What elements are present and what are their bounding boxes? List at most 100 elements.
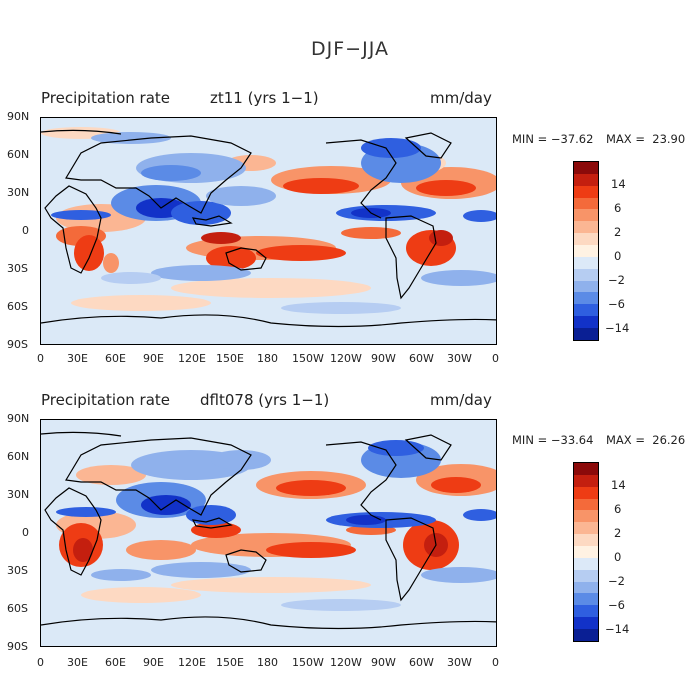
panel2-colorbar-label: −2 [608, 574, 625, 588]
panel1-lat-label: 60S [7, 300, 28, 313]
colorbar-swatch [574, 569, 598, 582]
panel1-lon-label: 0 [37, 352, 44, 365]
panel1-lon-label: 60W [409, 352, 434, 365]
colorbar-swatch [574, 629, 598, 641]
colorbar-swatch [574, 233, 598, 246]
panel1-map-field [41, 118, 496, 344]
panel2-positive-anomalies [56, 464, 496, 603]
colorbar-swatch [574, 617, 598, 630]
colorbar-swatch [574, 280, 598, 293]
panel2-case: dflt078 (yrs 1−1) [200, 391, 330, 409]
panel1-lat-label: 90N [7, 110, 30, 123]
panel1-colorbar-label: −2 [608, 273, 625, 287]
panel1-lon-label: 60E [105, 352, 126, 365]
panel2-lon-label: 180 [257, 656, 278, 669]
colorbar-swatch [574, 593, 598, 606]
figure-title: DJF−JJA [311, 38, 389, 60]
panel2-colorbar-label: −6 [608, 598, 625, 612]
panel2-colorbar-label: 14 [611, 478, 626, 492]
colorbar-swatch [574, 245, 598, 257]
panel2-min-label: MIN = −33.64 [512, 433, 594, 447]
panel1-lon-label: 120E [178, 352, 206, 365]
colorbar-swatch [574, 221, 598, 234]
panel1-map [40, 117, 497, 345]
colorbar-swatch [574, 546, 598, 558]
panel2-lon-label: 150W [292, 656, 324, 669]
colorbar-swatch [574, 605, 598, 618]
panel2-lat-label: 60S [7, 602, 28, 615]
colorbar-swatch [574, 209, 598, 222]
colorbar-swatch [574, 197, 598, 210]
panel2-lon-label: 120W [330, 656, 362, 669]
panel1-colorbar-label: 2 [614, 225, 622, 239]
panel1-lon-label: 120W [330, 352, 362, 365]
colorbar-swatch [574, 173, 598, 186]
panel2-lat-label: 0 [22, 526, 29, 539]
panel2-colorbar-label: 6 [614, 502, 622, 516]
panel1-colorbar-label: 0 [614, 249, 622, 263]
panel2-lat-label: 30S [7, 564, 28, 577]
colorbar-swatch [574, 581, 598, 594]
panel2-map-field [41, 420, 496, 646]
colorbar-swatch [574, 268, 598, 281]
panel1-coastlines [41, 129, 496, 328]
colorbar-swatch [574, 510, 598, 523]
panel2-lon-label: 90E [143, 656, 164, 669]
colorbar-swatch [574, 474, 598, 487]
panel2-lat-label: 30N [7, 488, 30, 501]
panel1-lat-label: 30S [7, 262, 28, 275]
panel2-lon-label: 120E [178, 656, 206, 669]
panel1-lon-label: 30W [447, 352, 472, 365]
panel2-lon-label: 150E [216, 656, 244, 669]
panel2-units: mm/day [430, 391, 492, 409]
colorbar-swatch [574, 522, 598, 535]
panel2-coastlines [41, 431, 496, 630]
panel1-lon-label: 180 [257, 352, 278, 365]
panel2-lon-label: 30E [67, 656, 88, 669]
panel1-lon-label: 150E [216, 352, 244, 365]
panel2-map [40, 419, 497, 647]
panel1-lon-label: 90E [143, 352, 164, 365]
panel1-lon-label: 150W [292, 352, 324, 365]
panel1-case: zt11 (yrs 1−1) [210, 89, 319, 107]
colorbar-swatch [574, 256, 598, 269]
panel1-lat-label: 0 [22, 224, 29, 237]
panel1-lat-label: 60N [7, 148, 30, 161]
panel1-max-label: MAX = 23.90 [606, 132, 686, 146]
panel2-colorbar-label: −14 [605, 622, 630, 636]
colorbar-swatch [574, 534, 598, 547]
panel2-lat-label: 60N [7, 450, 30, 463]
panel1-lat-label: 90S [7, 338, 28, 351]
colorbar-swatch [574, 162, 598, 174]
panel1-units: mm/day [430, 89, 492, 107]
colorbar-swatch [574, 486, 598, 499]
colorbar-swatch [574, 328, 598, 340]
colorbar-swatch [574, 185, 598, 198]
panel2-variable: Precipitation rate [41, 391, 170, 409]
colorbar-swatch [574, 292, 598, 305]
panel2-lon-label: 90W [371, 656, 396, 669]
panel1-min-label: MIN = −37.62 [512, 132, 594, 146]
panel2-colorbar-label: 0 [614, 550, 622, 564]
panel1-colorbar-label: 14 [611, 177, 626, 191]
panel2-lon-label: 30W [447, 656, 472, 669]
panel2-max-label: MAX = 26.26 [606, 433, 686, 447]
panel1-colorbar [573, 161, 599, 341]
panel1-colorbar-label: −14 [605, 321, 630, 335]
panel1-lon-label: 90W [371, 352, 396, 365]
colorbar-swatch [574, 498, 598, 511]
panel1-lon-label: 30E [67, 352, 88, 365]
panel2-lon-label: 60E [105, 656, 126, 669]
panel1-colorbar-label: 6 [614, 201, 622, 215]
colorbar-swatch [574, 316, 598, 329]
panel2-colorbar-label: 2 [614, 526, 622, 540]
panel1-lon-label: 0 [492, 352, 499, 365]
panel2-lat-label: 90N [7, 412, 30, 425]
panel2-lon-label: 60W [409, 656, 434, 669]
panel2-lon-label: 0 [37, 656, 44, 669]
colorbar-swatch [574, 463, 598, 475]
panel1-positive-anomalies [41, 127, 496, 311]
colorbar-swatch [574, 304, 598, 317]
panel1-colorbar-label: −6 [608, 297, 625, 311]
panel1-lat-label: 30N [7, 186, 30, 199]
